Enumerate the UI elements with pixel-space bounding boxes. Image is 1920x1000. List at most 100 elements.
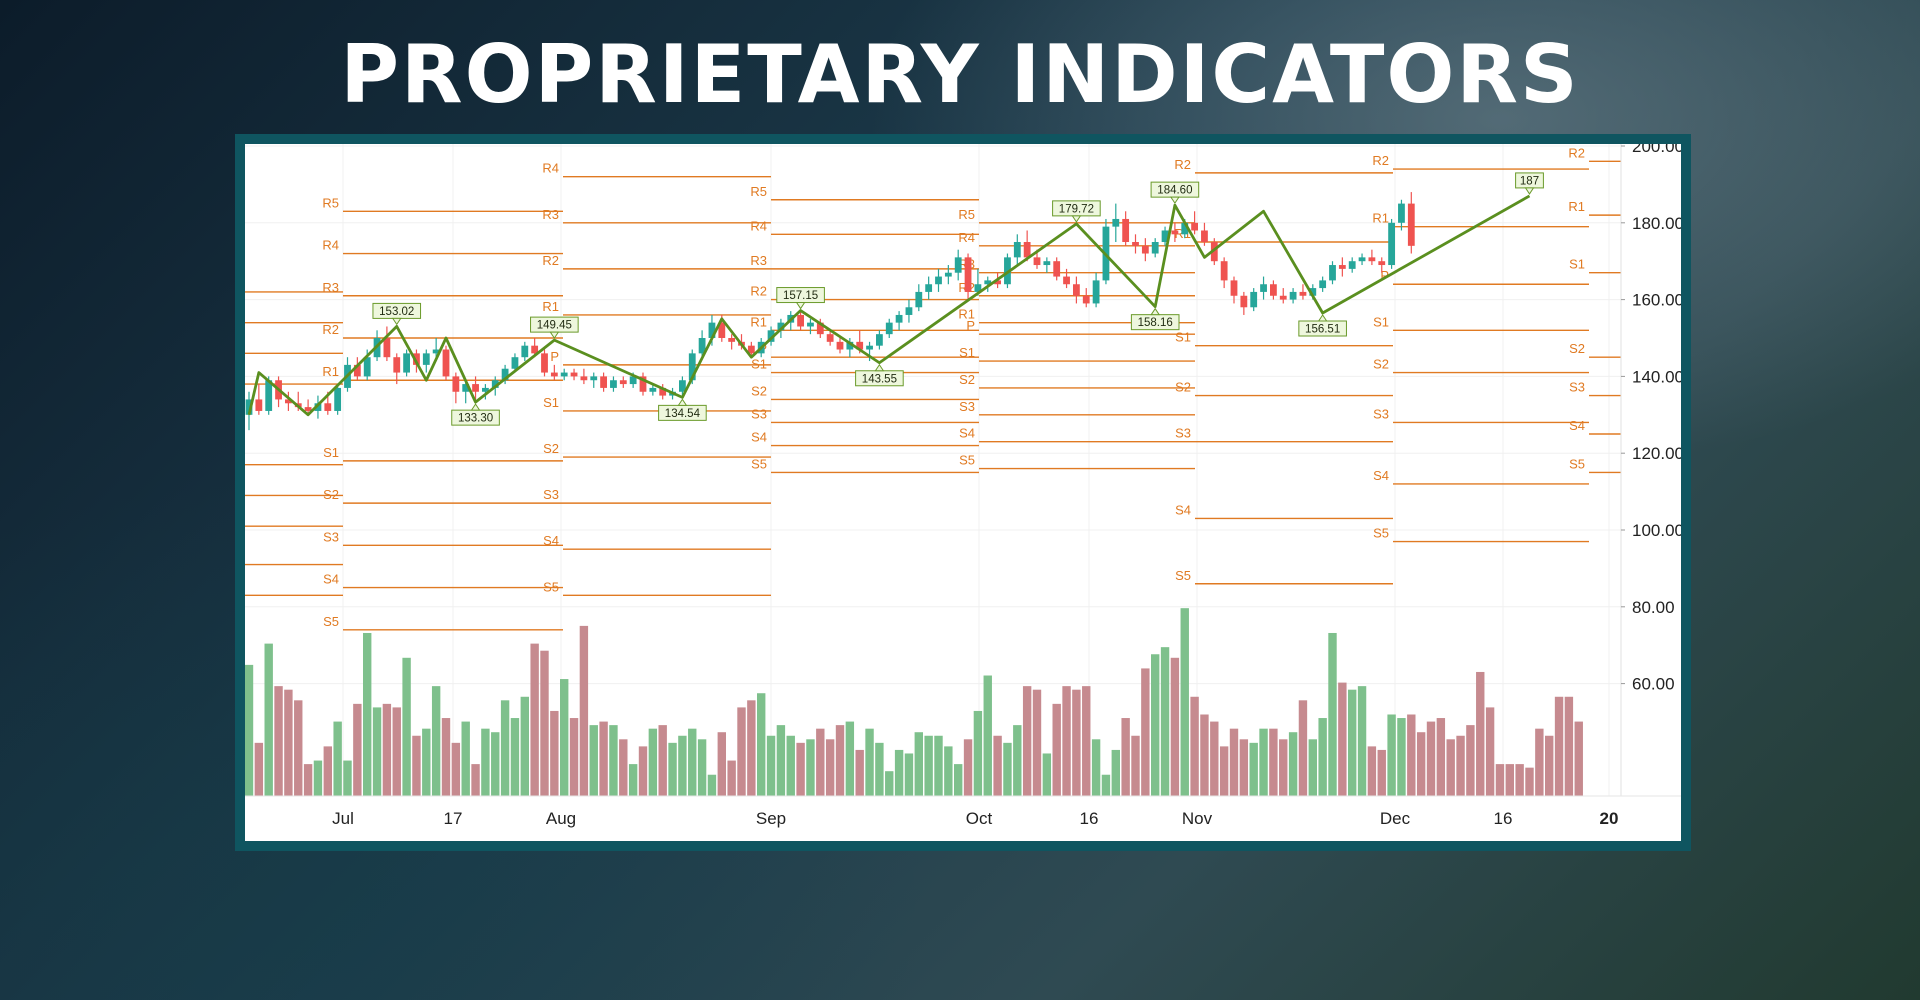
swing-label: 179.72 bbox=[1052, 200, 1101, 223]
pivot-level-label: S2 bbox=[1373, 357, 1389, 372]
volume-bar bbox=[500, 700, 510, 796]
candle-body bbox=[777, 322, 785, 331]
pivot-level-label: R1 bbox=[542, 299, 559, 314]
candle-body bbox=[619, 380, 627, 385]
candle-body bbox=[905, 307, 913, 315]
volume-bar bbox=[1505, 764, 1514, 796]
x-tick-label: Oct bbox=[966, 809, 993, 828]
volume-bar bbox=[323, 746, 332, 796]
volume-bar bbox=[1151, 654, 1160, 796]
volume-bar bbox=[1328, 632, 1337, 796]
pivot-level-label: S3 bbox=[543, 487, 559, 502]
volume-bar bbox=[1525, 767, 1534, 796]
volume-bar bbox=[668, 742, 677, 796]
candle-body bbox=[895, 314, 903, 323]
candle-body bbox=[521, 345, 529, 358]
volume-bar bbox=[944, 746, 953, 796]
candle-body bbox=[1329, 265, 1336, 281]
pivot-level-label: S1 bbox=[323, 445, 339, 460]
x-axis: Jul 17 Aug Sep Oct 16 Nov Dec 16 20 bbox=[245, 795, 1681, 828]
volume-bar bbox=[638, 746, 648, 796]
swing-label-value: 157.15 bbox=[783, 290, 818, 302]
volume-bar bbox=[1200, 714, 1209, 796]
pivot-level-label: S2 bbox=[1175, 380, 1191, 395]
candle-body bbox=[334, 387, 342, 411]
candle-body bbox=[432, 349, 440, 354]
pivot-level-label: S4 bbox=[1373, 468, 1389, 483]
volume-bar bbox=[491, 732, 500, 796]
swing-label-pointer bbox=[470, 403, 481, 411]
candle-body bbox=[1082, 295, 1090, 304]
volume-bar bbox=[1160, 647, 1170, 796]
candle-body bbox=[1191, 222, 1198, 231]
volume-bar bbox=[885, 771, 894, 796]
swing-label-value: 133.30 bbox=[458, 413, 493, 425]
volume-bar bbox=[954, 764, 963, 796]
y-tick-label: 200.00 bbox=[1632, 144, 1681, 156]
volume-bar bbox=[1180, 608, 1189, 796]
candle-body bbox=[807, 322, 814, 327]
candle-body bbox=[925, 284, 933, 292]
volume-bar bbox=[1269, 728, 1278, 796]
candle-body bbox=[422, 353, 430, 365]
volume-bar bbox=[845, 721, 855, 796]
candle-body bbox=[304, 407, 312, 411]
candle-body bbox=[1230, 280, 1238, 296]
volume-bar bbox=[550, 710, 559, 796]
volume-bar bbox=[1072, 689, 1081, 796]
pivot-level-label: R2 bbox=[1372, 153, 1389, 168]
volume-bar bbox=[1456, 735, 1465, 796]
candle-body bbox=[1073, 284, 1080, 296]
candle-body bbox=[580, 376, 588, 381]
pivot-level-label: S2 bbox=[323, 487, 339, 502]
x-tick-label: 16 bbox=[1080, 809, 1099, 828]
candlestick-chart: R5R4R3R2R1S1S2S3S4S5R5R4R3R2R1PS1S2S3S4S… bbox=[245, 144, 1681, 841]
pivot-level-label: S2 bbox=[1569, 341, 1585, 356]
candle-body bbox=[1250, 291, 1258, 308]
pivot-level-label: R2 bbox=[750, 284, 767, 299]
candle-body bbox=[511, 357, 519, 369]
pivot-level-label: R1 bbox=[958, 307, 975, 322]
candle-body bbox=[1319, 280, 1327, 289]
volume-bar bbox=[412, 735, 421, 796]
pivot-level-label: R1 bbox=[1372, 211, 1389, 226]
candle-body bbox=[1299, 291, 1307, 296]
volume-bar bbox=[1210, 721, 1219, 796]
candle-body bbox=[1378, 261, 1386, 266]
volume-bar bbox=[658, 725, 667, 796]
candle-body bbox=[413, 353, 420, 365]
candle-body bbox=[501, 368, 509, 381]
volume-bar bbox=[1416, 732, 1426, 796]
pivot-level-label: R4 bbox=[958, 230, 975, 245]
x-tick-label: Aug bbox=[546, 809, 576, 828]
swing-label: 157.15 bbox=[776, 287, 825, 310]
candle-body bbox=[245, 399, 253, 415]
candle-body bbox=[610, 380, 617, 388]
candle-body bbox=[1260, 284, 1267, 292]
swing-label: 153.02 bbox=[372, 302, 422, 326]
y-tick-label: 100.00 bbox=[1632, 521, 1681, 540]
swing-label-value: 184.60 bbox=[1157, 185, 1192, 197]
volume-bar bbox=[1535, 728, 1544, 796]
pivot-level-label: R3 bbox=[750, 253, 767, 268]
pivot-level-label: R1 bbox=[322, 364, 339, 379]
volume-bar bbox=[353, 703, 362, 796]
candle-body bbox=[728, 338, 736, 342]
candle-body bbox=[1092, 280, 1100, 304]
pivot-level-label: S4 bbox=[751, 430, 767, 445]
volume-bar bbox=[510, 718, 520, 796]
pivot-level-label: R4 bbox=[542, 161, 559, 176]
swing-label-pointer bbox=[549, 331, 560, 340]
volume-bar bbox=[392, 707, 401, 796]
candle-body bbox=[994, 280, 1001, 285]
volume-bar bbox=[422, 728, 431, 796]
candle-body bbox=[797, 314, 804, 327]
volume-bar bbox=[441, 718, 451, 796]
y-tick-label: 160.00 bbox=[1632, 291, 1681, 310]
pivot-level-label: R5 bbox=[750, 184, 767, 199]
volume-bar bbox=[363, 632, 372, 796]
candle-body bbox=[944, 272, 952, 277]
volume-bar bbox=[245, 664, 254, 796]
pivot-level-label: S2 bbox=[959, 372, 975, 387]
candle-body bbox=[1151, 242, 1159, 254]
